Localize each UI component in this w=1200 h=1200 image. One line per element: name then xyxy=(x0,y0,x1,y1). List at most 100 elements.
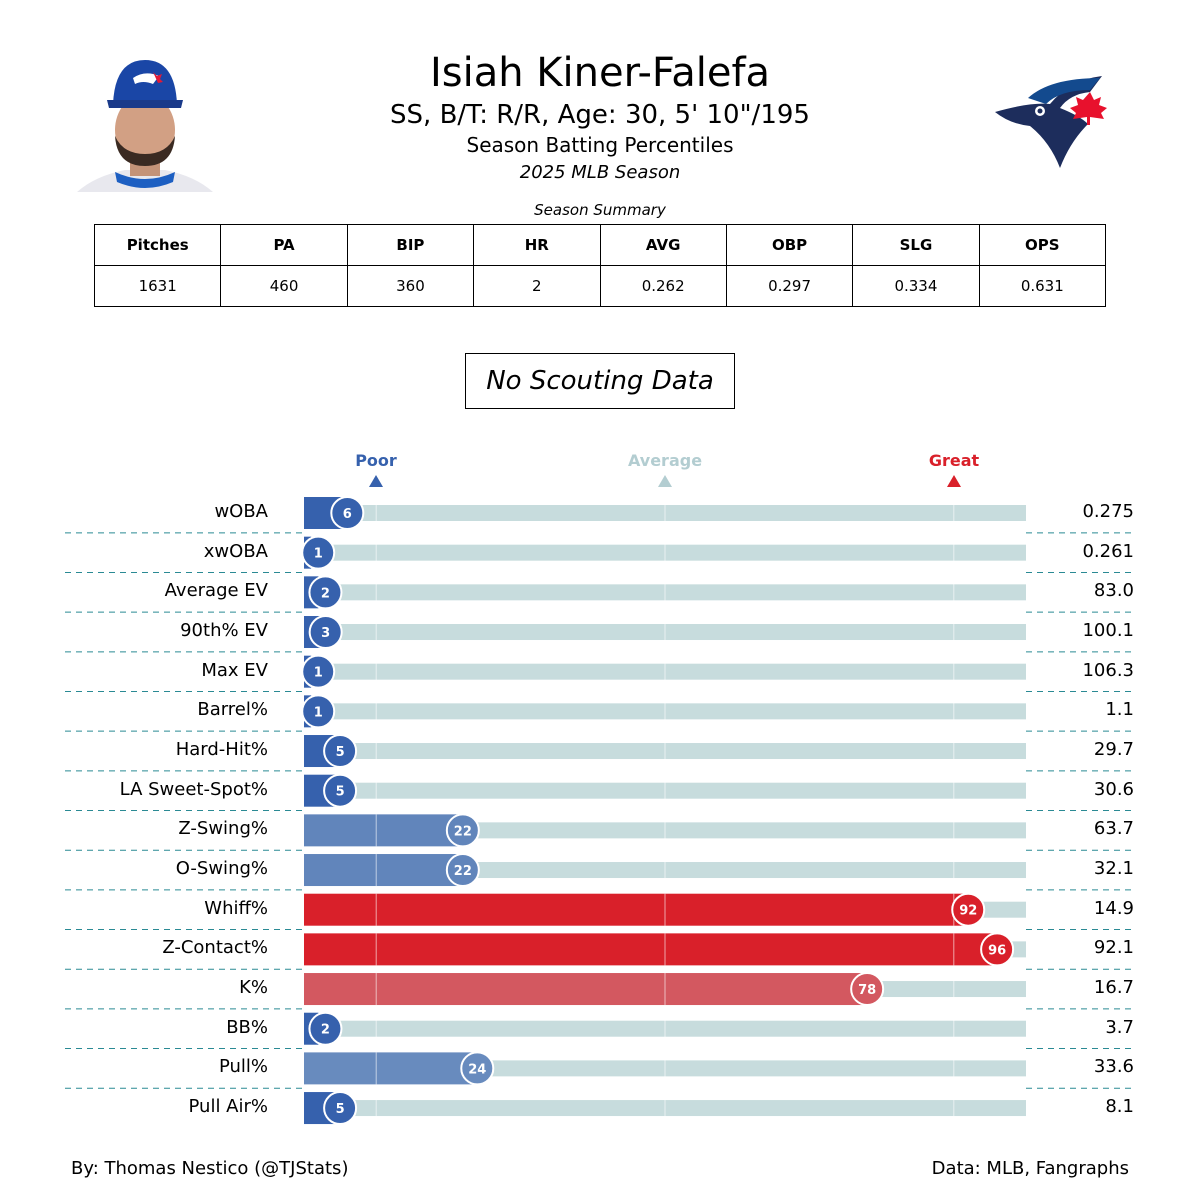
metric-label: Max EV xyxy=(201,659,268,681)
summary-header-avg: AVG xyxy=(599,224,727,266)
metric-value: 16.7 xyxy=(1093,977,1134,999)
player-name: Isiah Kiner-Falefa xyxy=(429,50,771,96)
percentile-bar xyxy=(304,814,463,847)
percentile-bar xyxy=(304,854,463,887)
metric-label: wOBA xyxy=(214,501,268,522)
metric-label: xwOBA xyxy=(203,540,268,562)
metric-value: 0.275 xyxy=(1082,501,1134,522)
summary-value-obp: 0.297 xyxy=(725,265,854,307)
season-label: 2025 MLB Season xyxy=(519,162,681,183)
summary-value-row: 1631 460 360 2 0.262 0.297 0.334 0.631 xyxy=(93,265,1107,307)
percentile-label: 92 xyxy=(959,904,977,919)
percentile-marker xyxy=(301,535,336,570)
percentile-marker xyxy=(323,773,358,808)
metric-label: Z-Contact% xyxy=(162,937,268,959)
metric-label: O-Swing% xyxy=(175,858,268,880)
metric-value: 63.7 xyxy=(1093,818,1134,840)
metric-label: Pull Air% xyxy=(188,1096,269,1118)
percentile-label: 5 xyxy=(336,1102,345,1117)
percentile-marker xyxy=(301,654,336,689)
no-scouting-data-box: No Scouting Data xyxy=(465,353,735,409)
average-label: Average xyxy=(627,451,703,470)
metric-label: Barrel% xyxy=(197,699,268,721)
poor-marker-icon xyxy=(369,475,383,487)
metric-value: 83.0 xyxy=(1093,580,1134,602)
percentile-label: 6 xyxy=(343,507,352,522)
percentile-marker xyxy=(323,1091,358,1126)
metric-label: Pull% xyxy=(218,1056,268,1078)
percentile-marker xyxy=(445,813,480,848)
metric-value: 100.1 xyxy=(1082,620,1134,641)
author-credit: By: Thomas Nestico (@TJStats) xyxy=(71,1158,349,1179)
metric-value: 30.6 xyxy=(1093,778,1134,800)
player-bio: SS, B/T: R/R, Age: 30, 5' 10"/195 xyxy=(390,100,810,130)
summary-value-slg: 0.334 xyxy=(852,265,980,307)
metric-value: 3.7 xyxy=(1105,1016,1134,1038)
summary-header-obp: OBP xyxy=(725,224,854,266)
chart-subtitle: Season Batting Percentiles xyxy=(466,133,734,157)
team-logo-blue-jays xyxy=(995,76,1107,168)
percentile-bar xyxy=(304,893,969,926)
percentile-marker xyxy=(301,694,336,729)
metric-value: 0.261 xyxy=(1082,540,1134,562)
data-source: Data: MLB, Fangraphs xyxy=(931,1158,1129,1179)
summary-value-pitches: 1631 xyxy=(93,265,222,307)
season-summary-table: Pitches PA BIP HR AVG OBP SLG OPS 1631 460 360 2 0.… xyxy=(93,224,1107,307)
percentile-marker xyxy=(460,1051,495,1086)
summary-header-ops: OPS xyxy=(978,224,1107,266)
percentile-label: 1 xyxy=(314,705,323,720)
percentile-label: 3 xyxy=(321,626,330,641)
metric-label: Z-Swing% xyxy=(178,818,268,840)
summary-caption: Season Summary xyxy=(534,201,666,219)
percentile-marker xyxy=(308,575,343,610)
metric-value: 1.1 xyxy=(1105,699,1134,721)
percentile-marker xyxy=(850,972,885,1007)
summary-header-slg: SLG xyxy=(852,224,980,266)
percentile-marker xyxy=(951,892,986,927)
summary-header-hr: HR xyxy=(473,224,601,266)
percentile-label: 96 xyxy=(988,943,1006,958)
metric-label: 90th% EV xyxy=(180,620,268,641)
percentile-label: 2 xyxy=(321,1023,330,1038)
summary-header-row: Pitches PA BIP HR AVG OBP SLG OPS xyxy=(93,224,1107,266)
average-marker-icon xyxy=(658,475,672,487)
metric-value: 8.1 xyxy=(1105,1096,1134,1118)
percentile-marker xyxy=(330,496,365,530)
metric-value: 32.1 xyxy=(1093,858,1134,880)
great-marker-icon xyxy=(947,475,961,487)
metric-value: 29.7 xyxy=(1093,739,1134,761)
summary-value-bip: 360 xyxy=(346,265,475,307)
metric-label: Hard-Hit% xyxy=(175,739,268,761)
percentile-bar xyxy=(304,933,998,966)
summary-header-pa: PA xyxy=(220,224,348,266)
summary-value-avg: 0.262 xyxy=(599,265,727,307)
summary-header-pitches: Pitches xyxy=(93,224,222,266)
percentile-label: 22 xyxy=(454,864,472,879)
player-headshot xyxy=(77,60,213,192)
percentile-bar xyxy=(304,973,868,1006)
percentile-marker xyxy=(323,734,358,769)
metric-value: 106.3 xyxy=(1082,659,1134,681)
poor-label: Poor xyxy=(355,451,397,470)
percentile-marker xyxy=(308,1011,343,1046)
percentile-marker xyxy=(980,932,1015,967)
great-label: Great xyxy=(928,451,980,470)
percentile-label: 22 xyxy=(454,824,472,839)
metric-label: Average EV xyxy=(164,580,268,602)
percentile-bar xyxy=(304,1052,478,1085)
percentile-label: 5 xyxy=(336,785,345,800)
metric-label: K% xyxy=(239,977,268,999)
percentile-label: 78 xyxy=(858,983,876,998)
metric-label: LA Sweet-Spot% xyxy=(119,778,268,800)
summary-value-hr: 2 xyxy=(473,265,601,307)
percentile-label: 1 xyxy=(314,547,323,562)
metric-value: 92.1 xyxy=(1093,937,1134,959)
percentile-label: 5 xyxy=(336,745,345,760)
metric-value: 14.9 xyxy=(1093,897,1134,919)
percentile-label: 24 xyxy=(468,1062,486,1077)
metric-label: Whiff% xyxy=(204,897,268,919)
percentile-marker xyxy=(445,853,480,888)
metric-label: BB% xyxy=(226,1016,268,1038)
